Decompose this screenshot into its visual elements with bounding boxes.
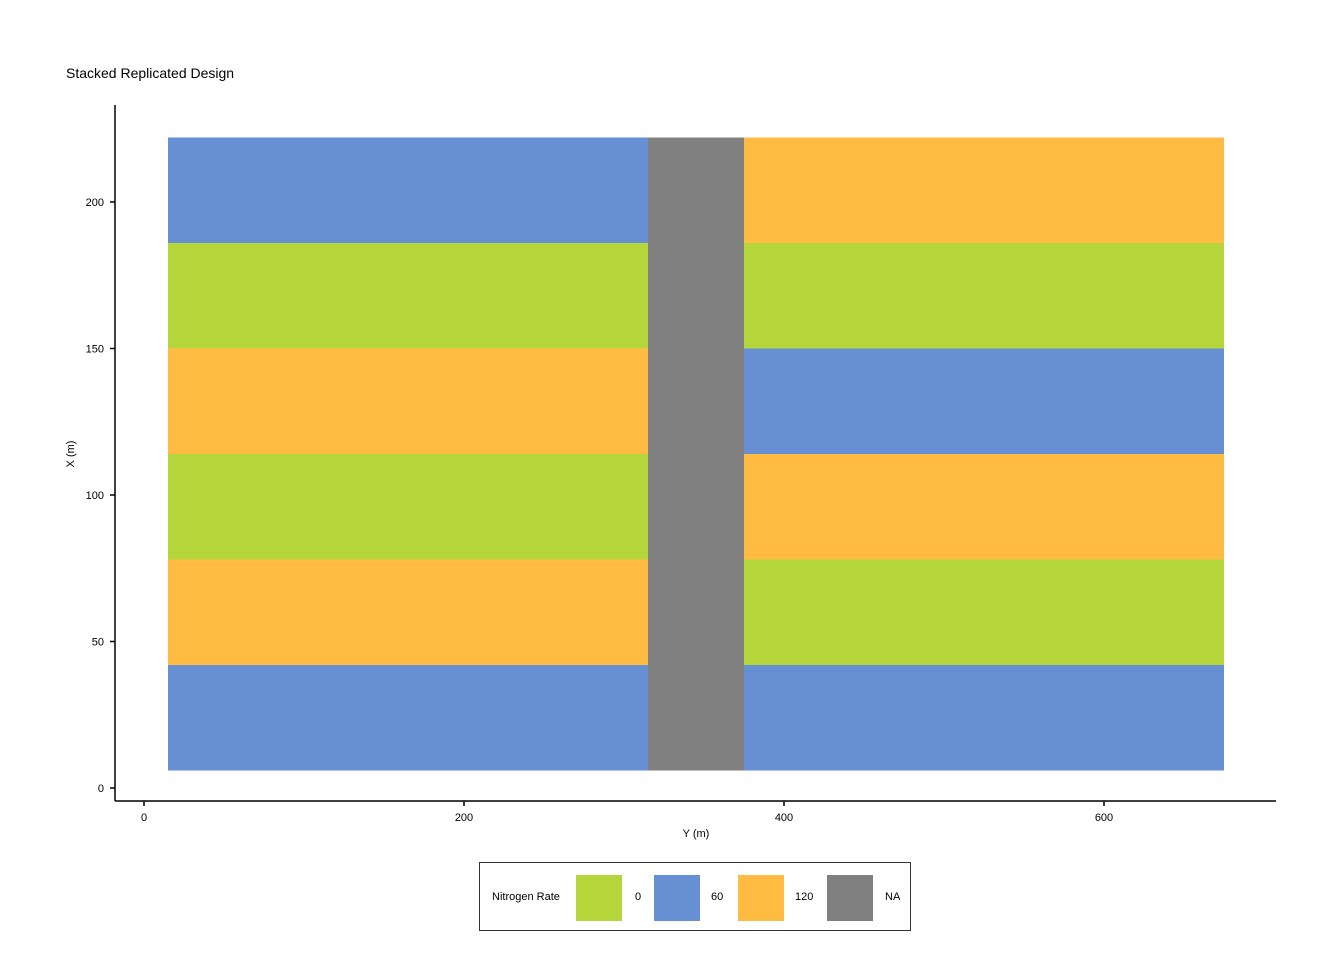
x-tick-label-200: 200 xyxy=(455,812,473,824)
y-tick-label-150: 150 xyxy=(86,344,104,356)
chart-title: Stacked Replicated Design xyxy=(66,65,235,81)
legend-label-120: 120 xyxy=(795,891,814,903)
plot-cell-7 xyxy=(744,664,1224,771)
y-tick-label-50: 50 xyxy=(92,637,104,649)
x-tick-label-600: 600 xyxy=(1095,812,1113,824)
legend-label-na: NA xyxy=(885,891,901,903)
plot-cells xyxy=(168,137,1224,771)
x-tick-label-400: 400 xyxy=(775,812,793,824)
plot-cell-9 xyxy=(744,453,1224,560)
legend-key-120 xyxy=(738,875,784,921)
y-tick-label-100: 100 xyxy=(86,490,104,502)
y-tick-label-200: 200 xyxy=(86,197,104,209)
plot-cell-5 xyxy=(168,137,648,244)
x-axis-title: Y (m) xyxy=(683,828,710,840)
plot-cell-1 xyxy=(168,559,648,665)
legend-key-60 xyxy=(654,875,700,921)
plot-cell-10 xyxy=(744,348,1224,454)
plot-cell-11 xyxy=(744,243,1224,349)
y-axis-title: X (m) xyxy=(65,441,77,468)
plot-cell-8 xyxy=(744,559,1224,665)
y-tick-label-0: 0 xyxy=(98,783,104,795)
plot-cell-6 xyxy=(648,137,744,771)
plot-cell-0 xyxy=(168,664,648,771)
axes: 0 200 400 600 0 50 100 150 200 xyxy=(86,105,1276,824)
legend-label-0: 0 xyxy=(635,891,642,903)
legend-title: Nitrogen Rate xyxy=(492,891,560,903)
plot-cell-3 xyxy=(168,348,648,454)
x-tick-label-0: 0 xyxy=(141,812,147,824)
legend-key-na xyxy=(827,875,873,921)
legend-label-60: 60 xyxy=(711,891,724,903)
legend: Nitrogen Rate 0 60 120 NA xyxy=(479,862,911,931)
plot-cell-2 xyxy=(168,453,648,560)
legend-key-0 xyxy=(576,875,622,921)
plot-cell-4 xyxy=(168,243,648,349)
plot-cell-12 xyxy=(744,137,1224,244)
